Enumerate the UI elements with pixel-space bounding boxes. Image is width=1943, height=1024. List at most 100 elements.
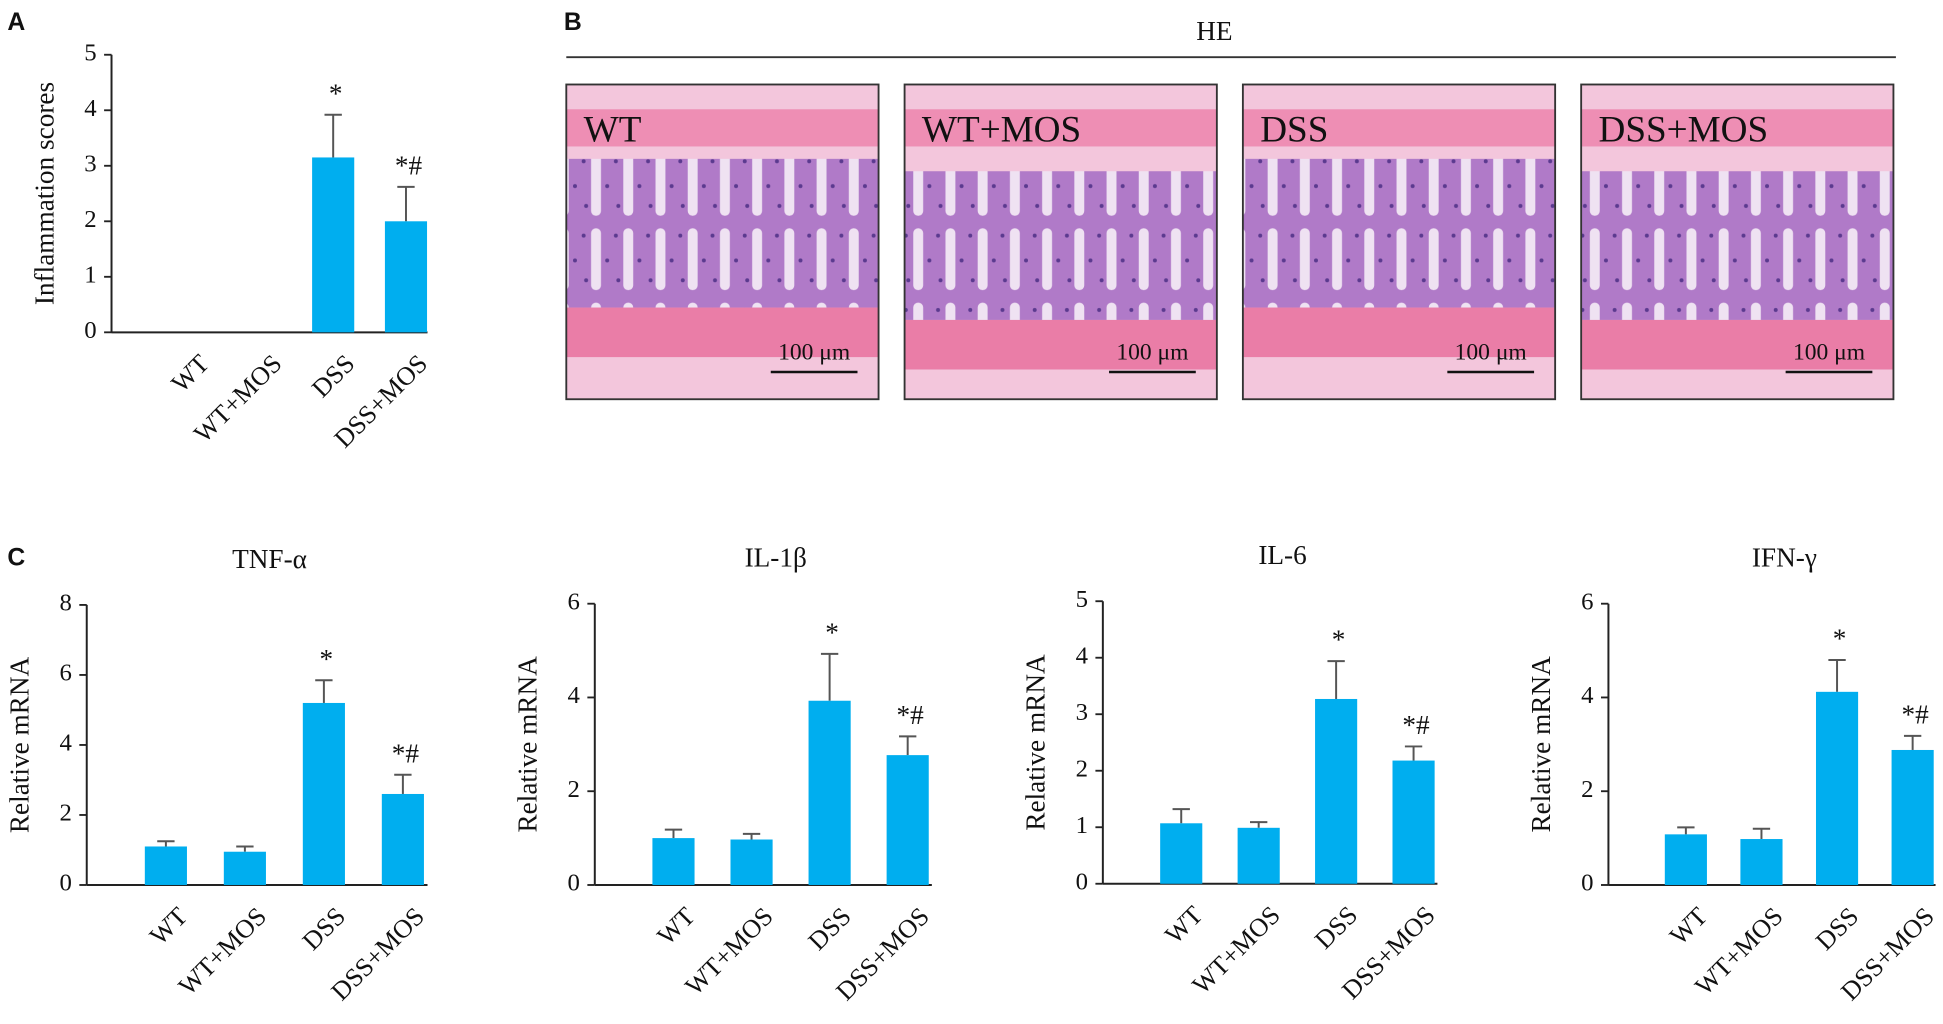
significance-label: * <box>320 644 334 674</box>
y-tick-label: 4 <box>1076 642 1088 669</box>
bar <box>1740 839 1783 885</box>
muscle-band <box>1242 307 1556 358</box>
error-bar <box>1752 827 1771 840</box>
image-label: DSS+MOS <box>1599 109 1769 150</box>
y-tick-label: 2 <box>1581 776 1593 803</box>
y-tick-label: 4 <box>568 682 580 709</box>
panel-letter: C <box>7 544 25 571</box>
histology-image: DSS+MOS 100 μm <box>1580 83 1895 401</box>
chart: Inflammation scores012345WTWT+MOS*DSS*#D… <box>29 39 433 453</box>
image-frame <box>1580 83 1895 401</box>
tissue-band <box>566 158 879 308</box>
bar <box>652 838 695 885</box>
muscle-band <box>566 307 879 358</box>
x-tick-label: WT <box>1159 900 1208 949</box>
chart-title: IL-6 <box>1258 540 1306 570</box>
bar <box>312 157 355 333</box>
y-tick-label: 6 <box>59 660 71 687</box>
bar <box>381 793 424 885</box>
y-tick-label: 2 <box>568 776 580 803</box>
x-tick-label: DSS <box>803 902 857 956</box>
y-tick-label: 5 <box>1076 586 1088 613</box>
bar <box>1392 760 1435 884</box>
chart-title: IL-1β <box>745 543 807 573</box>
y-tick-label: 1 <box>84 261 96 288</box>
image-label: WT+MOS <box>922 109 1081 150</box>
y-axis-label: Relative mRNA <box>513 656 543 833</box>
image-label: DSS <box>1260 109 1328 150</box>
y-tick-label: 1 <box>1076 812 1088 839</box>
error-bar <box>1404 745 1423 761</box>
y-tick-label: 4 <box>1581 682 1593 709</box>
bar <box>384 221 428 333</box>
error-bar <box>324 113 342 158</box>
y-axis-label: Inflammation scores <box>29 82 59 305</box>
bar <box>1664 834 1707 885</box>
x-tick-label: DSS <box>1309 900 1363 954</box>
y-tick-label: 2 <box>1076 755 1088 782</box>
histology-panel: WT 100 μm WT+MOS 100 μm DSS 100 μm DSS+MOS 100 … <box>565 83 1895 401</box>
y-tick-label: 2 <box>84 206 96 233</box>
error-bar <box>664 828 683 839</box>
histology-image: WT 100 μm <box>565 83 880 401</box>
error-bar <box>1172 808 1190 824</box>
muscle-band <box>904 319 1217 370</box>
significance-label: *# <box>1901 700 1929 730</box>
significance-label: * <box>1833 624 1847 654</box>
muscle-band <box>1581 319 1894 370</box>
significance-label: * <box>1332 625 1346 655</box>
significance-label: *# <box>1402 710 1430 740</box>
y-tick-label: 0 <box>1581 870 1593 897</box>
y-axis-label: Relative mRNA <box>1526 656 1556 833</box>
error-bar <box>1903 734 1922 750</box>
error-bar <box>1250 821 1268 828</box>
panel-letter: A <box>7 9 25 36</box>
image-frame <box>903 83 1218 401</box>
image-label: WT <box>584 109 642 150</box>
y-tick-label: 3 <box>1076 699 1088 726</box>
bar <box>808 700 851 885</box>
bar <box>144 846 187 885</box>
muscle-band <box>1242 109 1556 147</box>
bar <box>730 839 773 885</box>
bar <box>1315 698 1358 884</box>
bar <box>302 702 345 885</box>
y-tick-label: 0 <box>84 317 96 344</box>
y-axis-label: Relative mRNA <box>5 656 35 833</box>
y-tick-label: 6 <box>568 588 580 615</box>
y-tick-label: 4 <box>84 95 96 122</box>
tissue-band <box>1242 158 1556 308</box>
significance-label: * <box>329 78 343 108</box>
muscle-band <box>904 109 1217 147</box>
x-tick-label: DSS <box>1810 902 1864 956</box>
significance-label: *# <box>392 738 420 768</box>
tissue-band <box>904 171 1217 320</box>
significance-label: *# <box>395 150 423 180</box>
histology-image: DSS 100 μm <box>1241 83 1557 401</box>
y-tick-label: 0 <box>1076 868 1088 895</box>
error-bar <box>1828 658 1846 692</box>
bar <box>1237 827 1280 884</box>
error-bar <box>397 185 415 222</box>
y-tick-label: 0 <box>568 870 580 897</box>
y-tick-label: 6 <box>1581 588 1593 615</box>
error-bar <box>1677 826 1695 835</box>
chart-title: TNF-α <box>232 544 307 574</box>
scale-label: 100 μm <box>1455 340 1527 366</box>
muscle-band <box>566 109 879 147</box>
bar <box>1160 823 1203 884</box>
y-tick-label: 2 <box>59 800 71 827</box>
muscle-band <box>1581 109 1894 147</box>
histology-title: HE <box>1196 16 1232 46</box>
bar <box>1891 749 1934 885</box>
bar <box>223 851 266 885</box>
histology-image: WT+MOS 100 μm <box>903 83 1218 401</box>
y-tick-label: 8 <box>59 590 71 617</box>
y-tick-label: 5 <box>84 39 96 66</box>
error-bar <box>1327 660 1345 699</box>
error-bar <box>820 652 839 701</box>
x-tick-label: WT <box>1664 901 1713 950</box>
chart-title: IFN-γ <box>1752 543 1817 573</box>
